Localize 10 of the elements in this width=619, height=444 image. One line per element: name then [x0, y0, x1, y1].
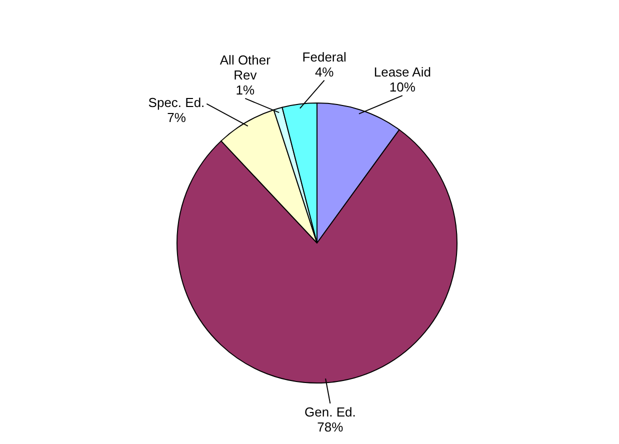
data-label: 7% — [167, 110, 186, 125]
data-label: 4% — [314, 64, 334, 80]
slice-label: Lease Aid — [374, 64, 431, 80]
slice-label: Spec. Ed. — [148, 94, 205, 110]
slice-label: All Other Rev — [220, 52, 272, 82]
data-label: 10% — [389, 80, 416, 95]
slice-label: Federal — [302, 49, 346, 64]
slice-label: Gen. Ed. — [304, 404, 356, 420]
data-label: 1% — [236, 82, 256, 98]
data-label: 78% — [317, 419, 344, 434]
